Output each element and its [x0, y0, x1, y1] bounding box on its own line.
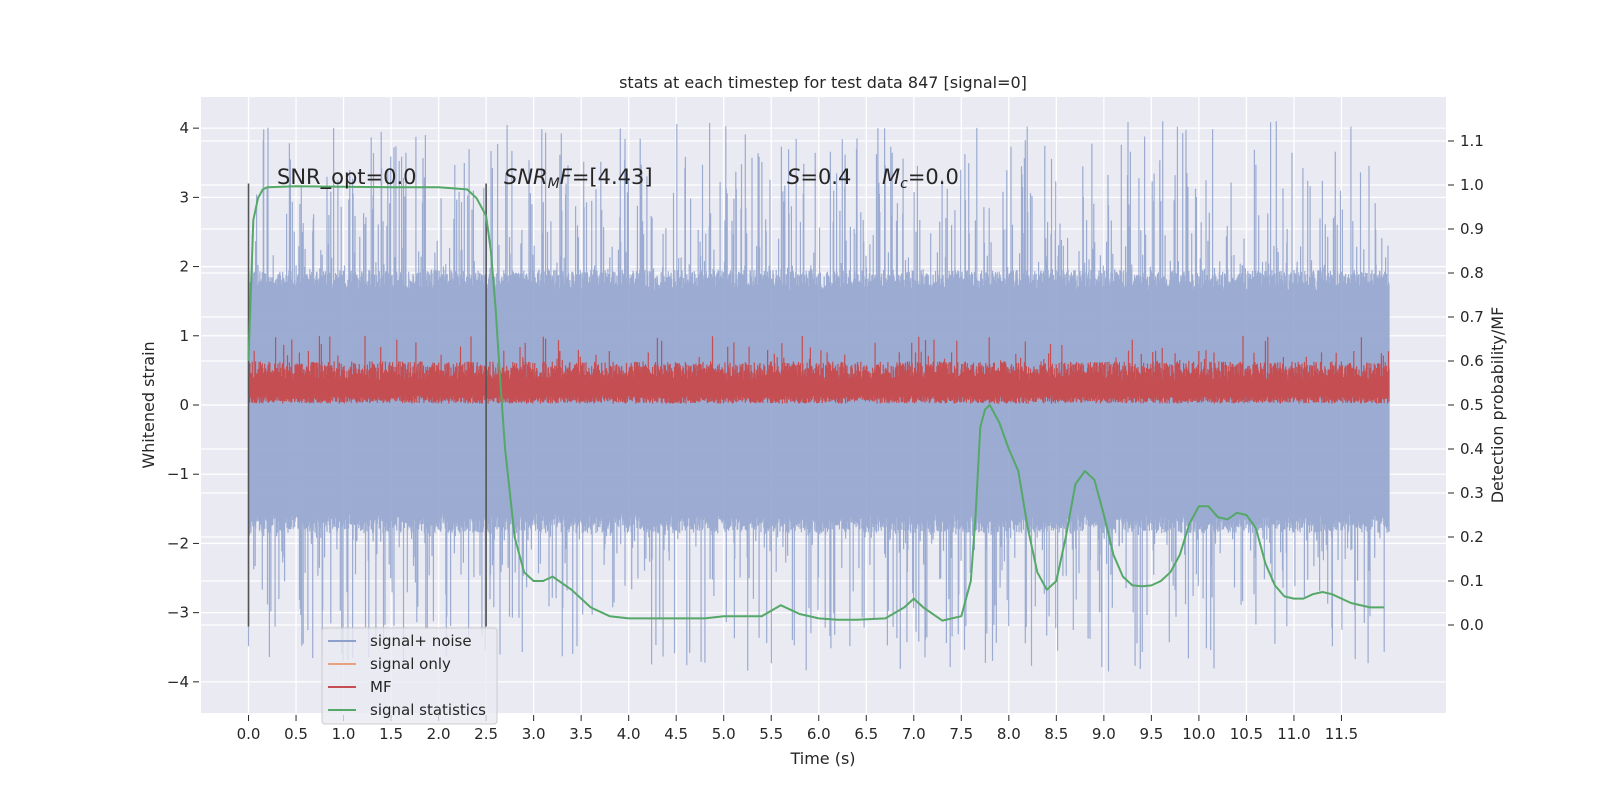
y-left-tick-label: 2	[179, 258, 189, 276]
y-left-tick-label: 1	[179, 327, 189, 345]
x-axis-ticks: 0.0 0.5 1.0 1.5 2.0 2.5 3.0 3.5 4.0 4.5 5.0 5.5 6.0 6…	[237, 715, 1358, 743]
legend-label-signal-only: signal only	[370, 655, 451, 673]
y-right-tick-label: 0.0	[1460, 616, 1484, 634]
y-right-axis-ticks: 1.1 1.0 0.9 0.8 0.7 0.6 0.5 0.4 0.3 0.2 0.1 0.0	[1448, 132, 1484, 634]
x-tick-label: 9.0	[1092, 725, 1116, 743]
y-right-tick-label: 0.7	[1460, 308, 1484, 326]
y-right-tick-label: 0.5	[1460, 396, 1484, 414]
x-tick-label: 9.5	[1139, 725, 1163, 743]
signal-statistics-series	[247, 185, 1385, 622]
x-tick-label: 3.0	[522, 725, 546, 743]
x-tick-label: 1.5	[379, 725, 403, 743]
y-left-tick-label: 4	[179, 119, 189, 137]
y-left-tick-label: −3	[167, 604, 189, 622]
chart-title: stats at each timestep for test data 847…	[619, 73, 1027, 92]
x-tick-label: 2.5	[474, 725, 498, 743]
annotation-s: S=0.4	[787, 165, 851, 189]
x-axis-title: Time (s)	[789, 749, 855, 768]
y-left-tick-label: 3	[179, 188, 189, 206]
x-tick-label: 1.0	[332, 725, 356, 743]
x-tick-label: 11.5	[1325, 725, 1358, 743]
legend-label-signal-noise: signal+ noise	[370, 632, 472, 650]
x-tick-label: 4.5	[664, 725, 688, 743]
y-left-axis-ticks: 4 3 2 1 0 −1 −2 −3 −4	[167, 119, 199, 691]
y-right-tick-label: 1.0	[1460, 176, 1484, 194]
x-tick-label: 7.5	[949, 725, 973, 743]
y-left-tick-label: −4	[167, 673, 189, 691]
x-tick-label: 5.5	[759, 725, 783, 743]
signal-statistics-line	[247, 185, 1385, 622]
y-left-tick-label: −2	[167, 534, 189, 552]
y-right-tick-label: 0.8	[1460, 264, 1484, 282]
y-right-tick-label: 0.2	[1460, 528, 1484, 546]
x-tick-label: 10.0	[1182, 725, 1215, 743]
annotation-mc: Mc=0.0	[882, 165, 959, 192]
y-left-tick-label: −1	[167, 465, 189, 483]
y-left-tick-label: 0	[179, 396, 189, 414]
x-tick-label: 6.5	[854, 725, 878, 743]
legend-box	[321, 627, 498, 725]
legend: signal+ noise signal only MF signal stat…	[321, 627, 498, 725]
x-tick-label: 6.0	[807, 725, 831, 743]
x-tick-label: 10.5	[1230, 725, 1263, 743]
y-right-tick-label: 0.1	[1460, 572, 1484, 590]
x-tick-label: 11.0	[1277, 725, 1310, 743]
y-right-tick-label: 1.1	[1460, 132, 1484, 150]
legend-label-mf: MF	[370, 678, 392, 696]
vertical-markers	[247, 183, 487, 627]
y-right-tick-label: 0.3	[1460, 484, 1484, 502]
y-right-tick-label: 0.6	[1460, 352, 1484, 370]
x-tick-label: 3.5	[569, 725, 593, 743]
y-left-axis-title: Whitened strain	[139, 341, 158, 468]
x-tick-label: 7.0	[902, 725, 926, 743]
y-right-tick-label: 0.9	[1460, 220, 1484, 238]
x-tick-label: 5.0	[712, 725, 736, 743]
x-tick-label: 0.0	[237, 725, 261, 743]
x-tick-label: 0.5	[284, 725, 308, 743]
annotation-snr-opt: SNR_opt=0.0	[277, 165, 417, 190]
y-right-tick-label: 0.4	[1460, 440, 1484, 458]
y-right-axis-title: Detection probability/MF	[1488, 307, 1507, 504]
legend-label-signal-statistics: signal statistics	[370, 701, 486, 719]
annotation-snr-mf: SNRMF=[4.43]	[504, 165, 653, 192]
x-tick-label: 4.0	[617, 725, 641, 743]
x-tick-label: 8.0	[997, 725, 1021, 743]
x-tick-label: 2.0	[427, 725, 451, 743]
x-tick-label: 8.5	[1044, 725, 1068, 743]
